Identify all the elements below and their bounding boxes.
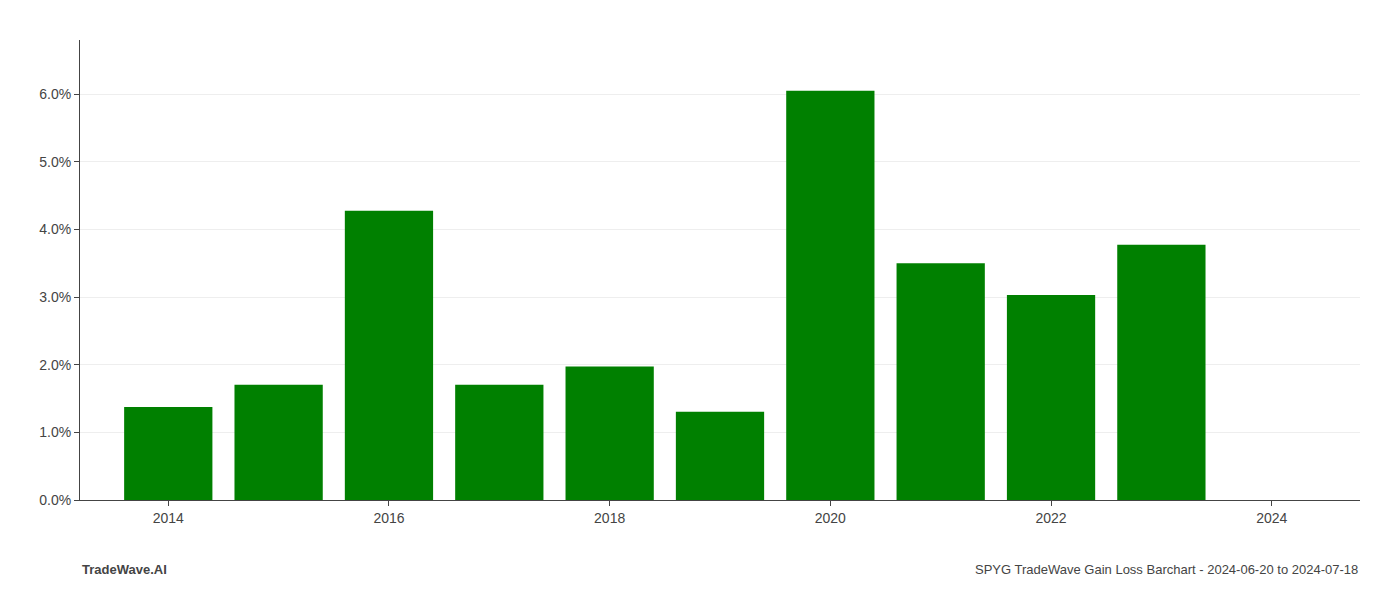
- svg-text:TradeWave.AI: TradeWave.AI: [82, 562, 167, 577]
- svg-text:0.0%: 0.0%: [39, 492, 71, 508]
- svg-text:5.0%: 5.0%: [39, 154, 71, 170]
- svg-text:2018: 2018: [594, 510, 625, 526]
- svg-text:2.0%: 2.0%: [39, 357, 71, 373]
- svg-text:4.0%: 4.0%: [39, 221, 71, 237]
- svg-text:6.0%: 6.0%: [39, 86, 71, 102]
- svg-text:3.0%: 3.0%: [39, 289, 71, 305]
- svg-text:2020: 2020: [815, 510, 846, 526]
- svg-text:1.0%: 1.0%: [39, 424, 71, 440]
- svg-text:2014: 2014: [153, 510, 184, 526]
- svg-text:SPYG TradeWave Gain Loss Barch: SPYG TradeWave Gain Loss Barchart - 2024…: [975, 562, 1358, 577]
- svg-text:2016: 2016: [373, 510, 404, 526]
- svg-text:2024: 2024: [1256, 510, 1287, 526]
- svg-text:2022: 2022: [1035, 510, 1066, 526]
